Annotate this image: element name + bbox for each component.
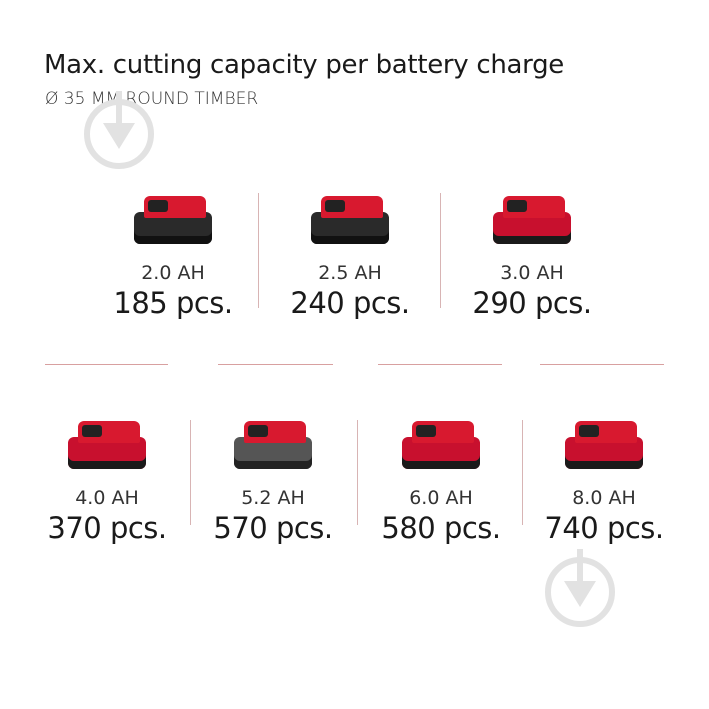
pieces-count: 290 pcs. [472,286,592,320]
battery-image [398,415,484,473]
battery-item: 6.0 AH 580 pcs. [356,415,526,545]
battery-image [130,190,216,248]
pieces-count: 570 pcs. [213,511,333,545]
battery-item: 5.2 AH 570 pcs. [188,415,358,545]
download-watermark-icon [84,91,154,169]
battery-item: 4.0 AH 370 pcs. [22,415,192,545]
divider [540,364,664,365]
pieces-count: 240 pcs. [290,286,410,320]
battery-capacity: 4.0 AH [75,487,139,509]
battery-capacity: 2.0 AH [141,262,205,284]
divider [45,364,168,365]
battery-capacity: 8.0 AH [572,487,636,509]
battery-capacity: 2.5 AH [318,262,382,284]
pieces-count: 740 pcs. [544,511,664,545]
pieces-count: 580 pcs. [381,511,501,545]
subtitle: Ø 35 MM ROUND TIMBER [45,89,259,109]
divider [522,420,523,525]
divider [440,193,441,308]
divider [218,364,333,365]
battery-capacity: 3.0 AH [500,262,564,284]
battery-image [489,190,575,248]
battery-item: 2.0 AH 185 pcs. [88,190,258,320]
battery-image [230,415,316,473]
battery-item: 3.0 AH 290 pcs. [447,190,617,320]
divider [190,420,191,525]
battery-image [307,190,393,248]
battery-image [561,415,647,473]
divider [378,364,502,365]
battery-capacity: 6.0 AH [409,487,473,509]
divider [258,193,259,308]
battery-image [64,415,150,473]
battery-item: 8.0 AH 740 pcs. [519,415,689,545]
page-title: Max. cutting capacity per battery charge [44,50,564,80]
battery-capacity: 5.2 AH [241,487,305,509]
battery-item: 2.5 AH 240 pcs. [265,190,435,320]
divider [357,420,358,525]
pieces-count: 370 pcs. [47,511,167,545]
pieces-count: 185 pcs. [113,286,233,320]
download-watermark-icon [545,549,615,627]
